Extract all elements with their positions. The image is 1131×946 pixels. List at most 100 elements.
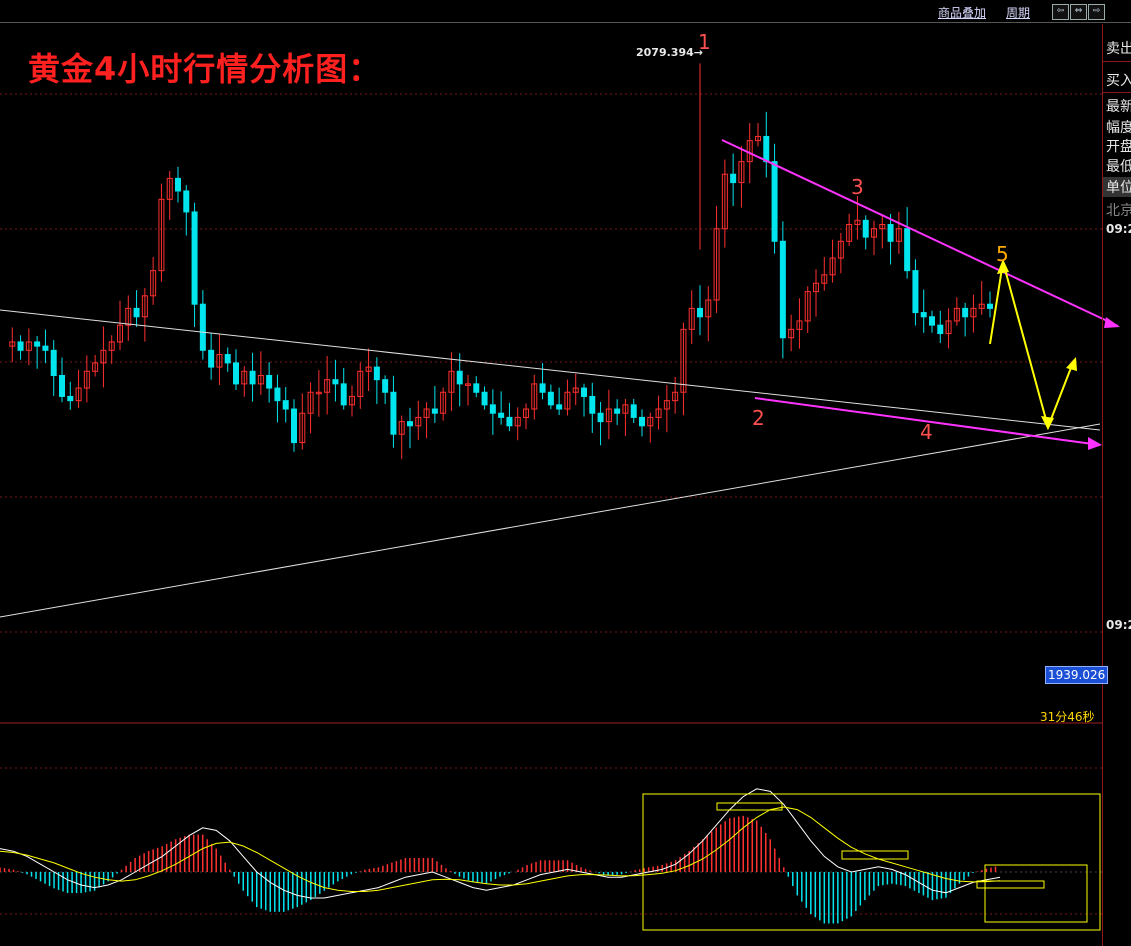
candle-body	[755, 135, 761, 142]
candle-body	[721, 173, 728, 230]
candle-body	[556, 404, 563, 410]
candle-body	[357, 370, 364, 397]
wave-label-3: 3	[851, 175, 864, 199]
candle-body	[423, 408, 430, 418]
candle-body	[738, 161, 745, 184]
candle-body	[713, 228, 720, 301]
candle-body	[589, 395, 596, 414]
range-label: 幅度	[1106, 120, 1131, 136]
wave-label-5: 5	[996, 242, 1009, 266]
candle-body	[274, 387, 281, 402]
candle-body	[514, 416, 521, 427]
period-link[interactable]: 周期	[1006, 6, 1031, 20]
candle-body	[208, 349, 215, 368]
candle-body	[572, 387, 579, 393]
candle-body	[59, 374, 65, 397]
candle-body	[83, 370, 90, 389]
macd-dif-line	[0, 788, 1001, 899]
macd-peak-marker	[716, 802, 783, 811]
time-label-1: 09:2	[1106, 222, 1131, 236]
candle-body	[622, 404, 629, 414]
candle-body	[813, 282, 819, 293]
current-price-tag: 1939.026	[1045, 666, 1109, 684]
candle-body	[199, 303, 206, 351]
candle-body	[448, 370, 455, 393]
candle-body	[730, 173, 737, 184]
candle-body	[241, 370, 248, 385]
candle-body	[25, 341, 32, 351]
candle-body	[597, 412, 604, 423]
candle-body	[117, 324, 123, 343]
candle-body	[564, 391, 571, 410]
forecast-arrowhead-up	[997, 259, 1009, 274]
candle-body	[282, 400, 289, 410]
candle-body	[697, 307, 703, 318]
candle-body	[672, 391, 679, 402]
wave-label-4: 4	[920, 420, 933, 444]
candle-body	[349, 395, 355, 406]
candle-body	[829, 257, 836, 276]
candle-body	[398, 421, 405, 435]
candle-body	[970, 307, 977, 318]
candle-body	[837, 240, 844, 259]
forecast-path	[989, 261, 1075, 431]
candle-body	[373, 366, 380, 381]
macd-highlight-box-small	[984, 864, 1088, 923]
candle-body	[440, 391, 447, 414]
candle-body	[705, 299, 712, 318]
wedge-upper-arrowhead	[1104, 317, 1120, 328]
arrow-left-icon[interactable]: ⇦	[1052, 4, 1069, 20]
candle-body	[663, 400, 670, 410]
macd-dea-line	[0, 806, 1001, 892]
candle-body	[465, 383, 471, 386]
candle-body	[166, 177, 173, 200]
candle-body	[539, 383, 546, 393]
candle-body	[92, 362, 99, 372]
wedge-lower-arrowhead	[1088, 437, 1102, 450]
wave-label-1: 1	[698, 30, 711, 54]
arrow-right-icon[interactable]: ⇨	[1088, 4, 1105, 20]
candle-body	[531, 383, 538, 410]
candle-body	[879, 224, 886, 230]
candle-body	[382, 379, 389, 393]
candle-body	[158, 198, 165, 272]
candle-body	[233, 362, 239, 385]
candle-body	[299, 412, 306, 444]
arrow-both-icon[interactable]: ⇔	[1070, 4, 1087, 20]
candle-body	[763, 135, 770, 163]
candle-body	[547, 391, 554, 406]
candle-body	[324, 379, 331, 393]
open-label: 开盘	[1106, 139, 1131, 155]
candle-body	[498, 412, 505, 418]
top-toolbar: 商品叠加 周期 ⇦ ⇔ ⇨	[0, 0, 1131, 23]
latest-label: 最新	[1106, 99, 1131, 115]
candle-body	[680, 328, 687, 393]
candle-body	[257, 374, 264, 385]
low-label: 最低	[1106, 159, 1131, 175]
candle-body	[779, 240, 786, 339]
candle-body	[175, 177, 181, 192]
candle-body	[407, 421, 413, 427]
candle-body	[937, 324, 944, 335]
candle-body	[962, 307, 969, 318]
candle-body	[862, 219, 869, 238]
descending-trendline	[0, 309, 1101, 431]
forecast-arrowhead-final	[1066, 357, 1077, 371]
candle-body	[688, 307, 695, 330]
ascending-trendline	[0, 423, 1101, 618]
candle-body	[133, 307, 140, 318]
sell-label[interactable]: 卖出	[1106, 41, 1131, 57]
macd-highlight-box	[642, 793, 1101, 931]
candle-body	[390, 391, 397, 435]
buy-label[interactable]: 买入	[1106, 73, 1131, 89]
candle-body	[141, 295, 148, 318]
wave-label-2: 2	[752, 406, 765, 430]
overlay-link[interactable]: 商品叠加	[938, 6, 987, 20]
candle-body	[17, 341, 24, 351]
macd-mid-marker	[841, 850, 909, 860]
candle-body	[945, 320, 952, 335]
candle-body	[978, 303, 985, 309]
candle-body	[315, 391, 322, 395]
candle-body	[523, 408, 529, 418]
forecast-arrowhead-down	[1041, 416, 1054, 430]
